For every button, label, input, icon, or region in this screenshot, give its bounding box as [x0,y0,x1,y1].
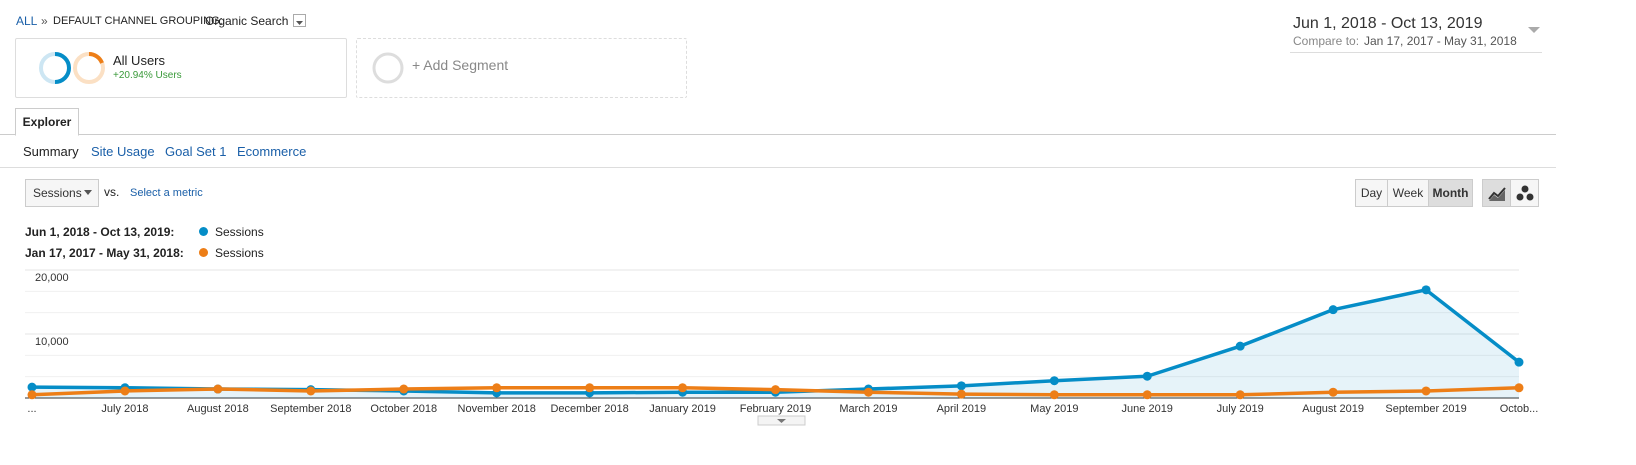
point [1514,357,1524,367]
x-tick-label: March 2019 [839,403,897,415]
x-tick-label: August 2019 [1302,403,1364,415]
dropdown-arrow [84,190,92,195]
add-segment-label: + Add Segment [412,57,509,73]
chart: 10,000 20,000... July 2018 August 2018 Septe… [25,269,1539,426]
point [1328,387,1338,397]
x-tick-label: ... [27,403,36,415]
point [585,383,595,393]
date-dropdown-arrow[interactable] [1528,27,1540,35]
line-icon [1487,187,1506,201]
x-tick-label: February 2019 [740,403,812,415]
tab-rule [0,134,1556,135]
x-tick-label: May 2019 [1030,403,1078,415]
date-range-current[interactable]: Jun 1, 2018 - Oct 13, 2019 [1293,15,1483,32]
area [32,289,1519,398]
x-tick-label: August 2018 [187,403,249,415]
subtab[interactable]: Goal Set 1 [165,144,227,159]
motion-chart-toggle[interactable] [1510,179,1539,207]
x-tick-label: November 2018 [458,403,536,415]
segment-change: +20.94% Users [113,70,182,81]
point [306,386,316,396]
x-tick-label: April 2019 [937,403,987,415]
point [771,385,780,395]
y-tick-label: 10,000 [35,336,69,348]
point [1328,305,1338,315]
granularity-month[interactable]: Month [1428,179,1473,207]
breadcrumb-dropdown[interactable] [293,14,306,27]
subtab[interactable]: Ecommerce [237,144,307,159]
point [1142,390,1152,400]
segment-name: All Users [113,53,166,68]
date-underline [1290,52,1542,53]
point [1049,376,1059,386]
line-chart-toggle[interactable] [1482,179,1511,207]
point [1049,390,1059,400]
breadcrumb-separator: » [41,14,48,28]
breadcrumb-dimension: DEFAULT CHANNEL GROUPING: [53,15,223,27]
legend-period: Jun 1, 2018 - Oct 13, 2019: [25,225,175,239]
point [120,386,130,396]
legend-name: Sessions [215,246,264,260]
x-tick-label: January 2019 [649,403,716,415]
select-metric[interactable]: Select a metric [130,187,203,199]
metric-dropdown[interactable]: Sessions [25,179,99,207]
legend-swatch [199,227,208,236]
x-tick-label: Octob... [1500,403,1539,415]
breadcrumb-root[interactable]: ALL [16,14,38,28]
subtab[interactable]: Site Usage [91,144,155,159]
x-tick-label: October 2018 [370,403,437,415]
point [678,383,688,393]
compare-label: Compare to: [1293,34,1360,48]
segment-card[interactable]: All Users +20.94% Users [15,38,347,98]
legend-period: Jan 17, 2017 - May 31, 2018: [25,246,184,260]
point [1235,341,1245,351]
add-segment-icon [372,52,404,84]
tab-explorer[interactable]: Explorer [15,108,79,136]
segment-icon [39,52,105,84]
subtab-rule [0,167,1556,168]
point [1514,383,1524,393]
point [863,387,873,397]
point [27,390,37,400]
breadcrumb-value: Organic Search [205,14,289,28]
subtab[interactable]: Summary [23,144,79,159]
point [1142,371,1152,381]
dropdown-arrow [296,21,303,25]
granularity-week[interactable]: Week [1387,179,1429,207]
point [213,384,223,394]
add-segment[interactable]: + Add Segment [356,38,687,98]
point [492,383,502,393]
granularity-day[interactable]: Day [1355,179,1388,207]
x-tick-label: July 2019 [1217,403,1264,415]
point [956,381,966,391]
bubble-icon [1516,185,1533,201]
x-tick-label: June 2019 [1122,403,1173,415]
legend-name: Sessions [215,225,264,239]
point [399,384,409,394]
vs-label: vs. [104,185,120,199]
y-tick-label: 20,000 [35,272,69,284]
point [1235,390,1245,400]
point [27,382,37,392]
legend-swatch [199,248,208,257]
x-tick-label: July 2018 [101,403,148,415]
point [956,389,966,399]
point [1421,386,1431,396]
point [1421,285,1431,295]
date-range-compare: Jan 17, 2017 - May 31, 2018 [1364,34,1517,48]
x-tick-label: December 2018 [550,403,628,415]
metric-label: Sessions [33,186,82,200]
chart-handle-arrow [777,419,786,423]
x-tick-label: September 2018 [270,403,351,415]
x-tick-label: September 2019 [1385,403,1466,415]
